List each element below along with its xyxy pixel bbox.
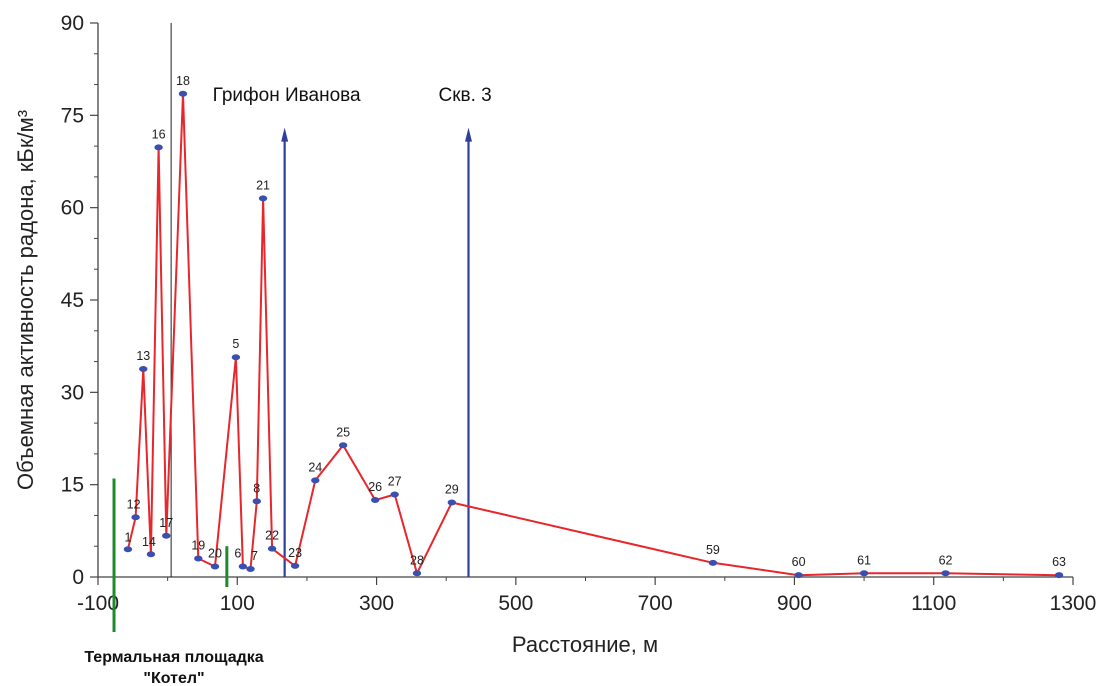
data-point-marker	[390, 491, 399, 498]
data-point-label: 7	[251, 549, 258, 563]
data-point-label: 17	[159, 516, 173, 530]
data-point-marker	[1054, 572, 1064, 579]
data-point-label: 28	[410, 553, 424, 567]
y-tick-label: 30	[61, 381, 84, 404]
zone-label: Термальная площадка "Котел"	[84, 649, 263, 686]
data-point-label: 22	[265, 529, 279, 543]
data-point-marker	[859, 570, 869, 577]
data-point-label: 16	[152, 127, 166, 141]
data-point-marker	[252, 498, 261, 505]
data-point-marker	[412, 570, 422, 577]
data-point-label: 8	[253, 481, 260, 495]
data-point-label: 60	[792, 555, 806, 569]
y-tick-label: 90	[61, 12, 84, 35]
y-axis-title: Объемная активность радона, кБк/м³	[13, 110, 38, 490]
data-point-label: 5	[232, 337, 239, 351]
data-point-marker	[794, 572, 803, 579]
data-point-marker	[338, 442, 348, 449]
y-tick-label: 60	[61, 197, 84, 220]
x-tick-label: 500	[498, 592, 533, 615]
data-point-label: 29	[445, 483, 459, 497]
data-point-label: 63	[1052, 555, 1066, 569]
x-tick-label: 900	[777, 592, 812, 615]
data-point-marker	[708, 559, 718, 566]
data-point-label: 62	[939, 553, 953, 567]
data-point-marker	[311, 477, 320, 484]
axis-titles: Расстояние, м Объемная активность радона…	[13, 110, 658, 657]
data-point-marker	[194, 555, 203, 562]
series-line	[126, 92, 1060, 577]
x-tick-label: -100	[77, 592, 119, 615]
data-point-marker	[146, 551, 156, 558]
x-tick-label: 100	[220, 592, 255, 615]
data-point-marker	[246, 565, 255, 572]
data-point-marker	[290, 562, 300, 569]
data-point-marker	[258, 195, 268, 202]
data-point-marker	[267, 545, 277, 552]
zone-label-line2: "Котел"	[143, 670, 204, 686]
x-axis-title: Расстояние, м	[512, 632, 658, 657]
data-point-label: 26	[368, 480, 382, 494]
data-point-marker	[131, 514, 140, 521]
data-point-marker	[178, 90, 188, 97]
data-point-marker	[154, 144, 163, 151]
zone-label-line1: Термальная площадка	[84, 649, 263, 666]
y-tick-label: 0	[72, 566, 84, 589]
data-point-marker	[231, 354, 241, 361]
data-point-label: 23	[288, 546, 302, 560]
x-tick-label: 300	[359, 592, 394, 615]
data-point-label: 1	[124, 530, 131, 544]
data-point-marker	[370, 497, 380, 504]
data-point-marker	[447, 499, 456, 506]
y-tick-label: 45	[61, 289, 84, 312]
annotation-arrowhead	[465, 127, 472, 142]
y-tick-label: 75	[61, 104, 84, 127]
data-points	[123, 90, 1064, 579]
y-tick-label: 15	[61, 474, 84, 497]
annotation-arrowhead	[281, 127, 289, 142]
data-point-marker	[238, 563, 248, 570]
data-point-label: 18	[176, 74, 190, 88]
data-point-label: 24	[308, 460, 322, 474]
data-point-label: 61	[857, 553, 871, 567]
data-point-marker	[123, 546, 133, 553]
data-point-marker	[941, 570, 950, 577]
x-tick-label: 1300	[1050, 592, 1096, 615]
annotation-label: Скв. 3	[439, 85, 492, 106]
data-point-marker	[139, 365, 148, 372]
data-point-label: 21	[256, 178, 270, 192]
x-tick-label: 1100	[911, 592, 956, 615]
data-point-label: 12	[127, 497, 141, 511]
data-point-label: 59	[706, 543, 720, 557]
data-point-label: 27	[388, 475, 402, 489]
annotation-label: Грифон Иванова	[213, 85, 361, 106]
data-point-label: 20	[208, 547, 222, 561]
data-point-label: 25	[336, 425, 350, 439]
data-point-label: 6	[234, 547, 241, 561]
data-point-label: 13	[136, 349, 150, 363]
data-point-label: 19	[191, 539, 205, 553]
data-point-label: 14	[142, 535, 156, 549]
series-path	[126, 92, 1060, 577]
data-point-marker	[162, 532, 171, 539]
x-tick-label: 700	[638, 592, 673, 615]
annotations: Грифон Иванова Скв. 3	[112, 23, 492, 632]
data-point-marker	[210, 563, 220, 570]
